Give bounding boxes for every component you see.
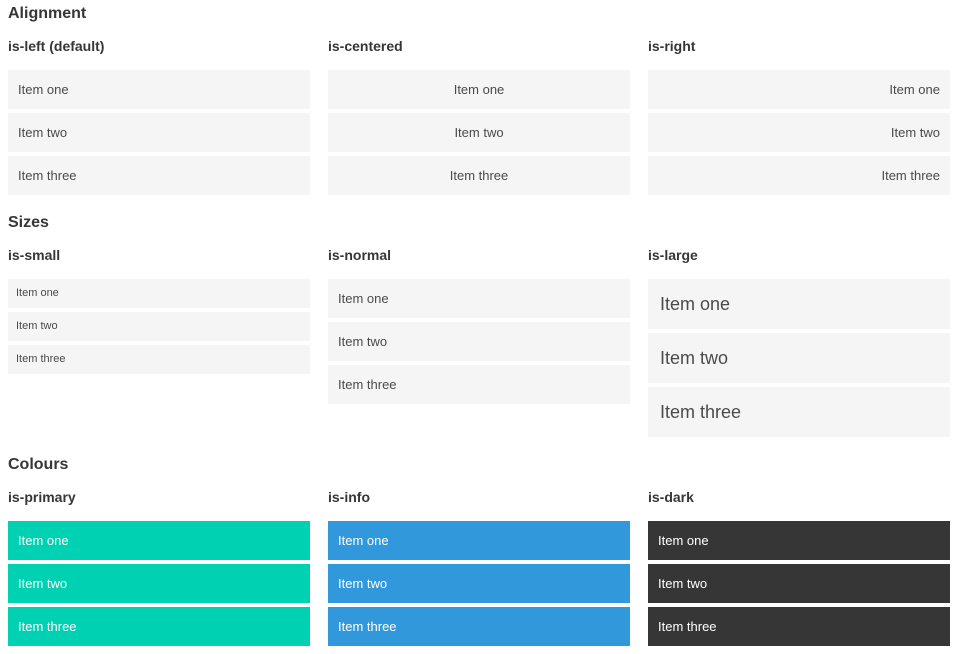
alignment-grid: is-left (default) Item one Item two Item… bbox=[8, 24, 950, 199]
list-item[interactable]: Item two bbox=[8, 564, 310, 603]
section-title: Colours bbox=[8, 456, 69, 473]
item-list: Item one Item two Item three bbox=[8, 70, 310, 195]
list-item[interactable]: Item one bbox=[328, 70, 630, 109]
list-item[interactable]: Item two bbox=[648, 564, 950, 603]
colours-grid: is-primary Item one Item two Item three … bbox=[8, 475, 950, 650]
sizes-grid: is-small Item one Item two Item three is… bbox=[8, 233, 950, 441]
list-item[interactable]: Item three bbox=[328, 156, 630, 195]
column-title: is-primary bbox=[8, 489, 76, 505]
list-item[interactable]: Item three bbox=[8, 156, 310, 195]
column-title: is-large bbox=[648, 247, 698, 263]
column-title: is-info bbox=[328, 489, 370, 505]
column-is-primary: is-primary Item one Item two Item three bbox=[8, 475, 310, 650]
column-is-large: is-large Item one Item two Item three bbox=[648, 233, 950, 441]
list-item[interactable]: Item three bbox=[328, 607, 630, 646]
list-item[interactable]: Item three bbox=[648, 607, 950, 646]
column-is-small: is-small Item one Item two Item three bbox=[8, 233, 310, 441]
list-item[interactable]: Item one bbox=[328, 279, 630, 318]
list-item[interactable]: Item two bbox=[328, 113, 630, 152]
list-item[interactable]: Item three bbox=[648, 156, 950, 195]
item-list: Item one Item two Item three bbox=[648, 70, 950, 195]
section-title: Sizes bbox=[8, 214, 49, 231]
column-is-right: is-right Item one Item two Item three bbox=[648, 24, 950, 199]
column-is-left: is-left (default) Item one Item two Item… bbox=[8, 24, 310, 199]
item-list: Item one Item two Item three bbox=[648, 521, 950, 646]
section-sizes: Sizes is-small Item one Item two Item th… bbox=[8, 213, 950, 441]
column-title: is-dark bbox=[648, 489, 694, 505]
column-title: is-right bbox=[648, 38, 696, 54]
list-item[interactable]: Item two bbox=[8, 312, 310, 341]
list-item[interactable]: Item one bbox=[8, 279, 310, 308]
item-list: Item one Item two Item three bbox=[8, 279, 310, 374]
item-list: Item one Item two Item three bbox=[328, 70, 630, 195]
item-list: Item one Item two Item three bbox=[8, 521, 310, 646]
column-title: is-left (default) bbox=[8, 38, 105, 54]
list-item[interactable]: Item three bbox=[8, 345, 310, 374]
list-item[interactable]: Item two bbox=[648, 113, 950, 152]
list-item[interactable]: Item one bbox=[8, 70, 310, 109]
list-item[interactable]: Item one bbox=[648, 521, 950, 560]
column-title: is-centered bbox=[328, 38, 403, 54]
list-item[interactable]: Item two bbox=[8, 113, 310, 152]
list-item[interactable]: Item two bbox=[328, 564, 630, 603]
column-title: is-normal bbox=[328, 247, 392, 263]
list-item[interactable]: Item three bbox=[328, 365, 630, 404]
item-list: Item one Item two Item three bbox=[648, 279, 950, 437]
list-item[interactable]: Item two bbox=[328, 322, 630, 361]
list-item[interactable]: Item one bbox=[328, 521, 630, 560]
list-item[interactable]: Item one bbox=[8, 521, 310, 560]
column-title: is-small bbox=[8, 247, 61, 263]
item-list: Item one Item two Item three bbox=[328, 521, 630, 646]
list-item[interactable]: Item three bbox=[8, 607, 310, 646]
section-colours: Colours is-primary Item one Item two Ite… bbox=[8, 455, 950, 650]
section-title: Alignment bbox=[8, 5, 87, 22]
list-item[interactable]: Item three bbox=[648, 387, 950, 437]
column-is-dark: is-dark Item one Item two Item three bbox=[648, 475, 950, 650]
list-item[interactable]: Item one bbox=[648, 70, 950, 109]
column-is-info: is-info Item one Item two Item three bbox=[328, 475, 630, 650]
item-list: Item one Item two Item three bbox=[328, 279, 630, 404]
list-item[interactable]: Item one bbox=[648, 279, 950, 329]
section-alignment: Alignment is-left (default) Item one Ite… bbox=[8, 4, 950, 199]
list-item[interactable]: Item two bbox=[648, 333, 950, 383]
column-is-centered: is-centered Item one Item two Item three bbox=[328, 24, 630, 199]
column-is-normal: is-normal Item one Item two Item three bbox=[328, 233, 630, 441]
